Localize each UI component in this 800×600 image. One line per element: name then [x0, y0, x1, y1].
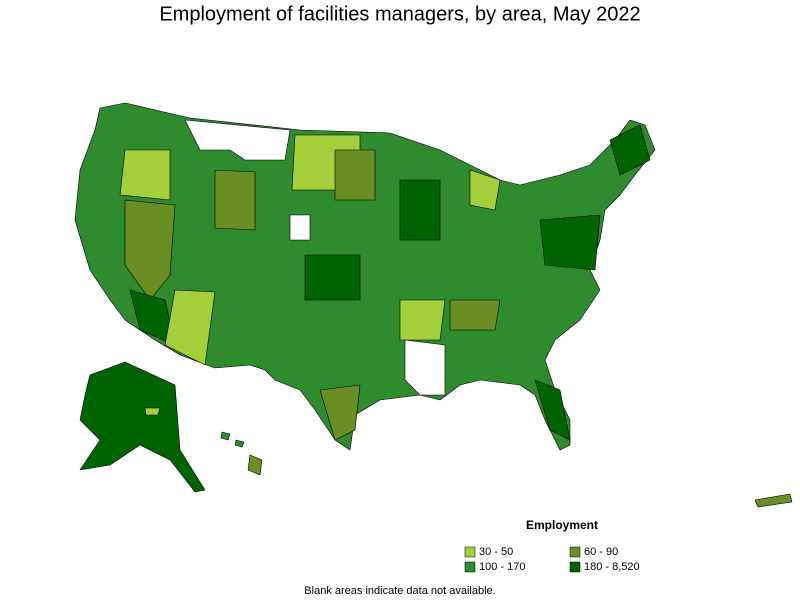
- region: [609, 124, 651, 176]
- region: [247, 454, 263, 476]
- blank-region: [404, 339, 446, 396]
- region: [164, 289, 216, 366]
- region: [449, 299, 501, 331]
- note: Blank areas indicate data not available.: [304, 585, 495, 597]
- blank-region: [184, 119, 291, 161]
- region: [399, 299, 446, 341]
- legend-swatch: [464, 546, 476, 558]
- region: [144, 407, 161, 416]
- region: [754, 493, 793, 508]
- region: [304, 254, 361, 301]
- map: [74, 102, 793, 508]
- region: [79, 361, 206, 493]
- region: [124, 199, 176, 301]
- region: [334, 149, 376, 201]
- legend-title: Employment: [526, 518, 598, 532]
- legend-label: 100 - 170: [479, 561, 525, 573]
- legend-label: 60 - 90: [584, 546, 618, 558]
- blank-region: [289, 214, 311, 241]
- region: [399, 179, 441, 241]
- region: [319, 384, 361, 441]
- legend-swatch: [569, 561, 581, 573]
- legend-swatch: [464, 561, 476, 573]
- region: [469, 169, 501, 211]
- region: [214, 169, 256, 231]
- legend-label: 180 - 8,520: [584, 561, 640, 573]
- legend-swatch: [569, 546, 581, 558]
- region: [534, 379, 571, 441]
- title: Employment of facilities managers, by ar…: [159, 3, 640, 25]
- legend: Employment 30 - 50 60 - 90 100 - 170 180 - …: [464, 518, 640, 573]
- region: [119, 149, 171, 201]
- region: [539, 214, 601, 271]
- region: [234, 439, 245, 448]
- region: [220, 431, 231, 441]
- legend-label: 30 - 50: [479, 546, 513, 558]
